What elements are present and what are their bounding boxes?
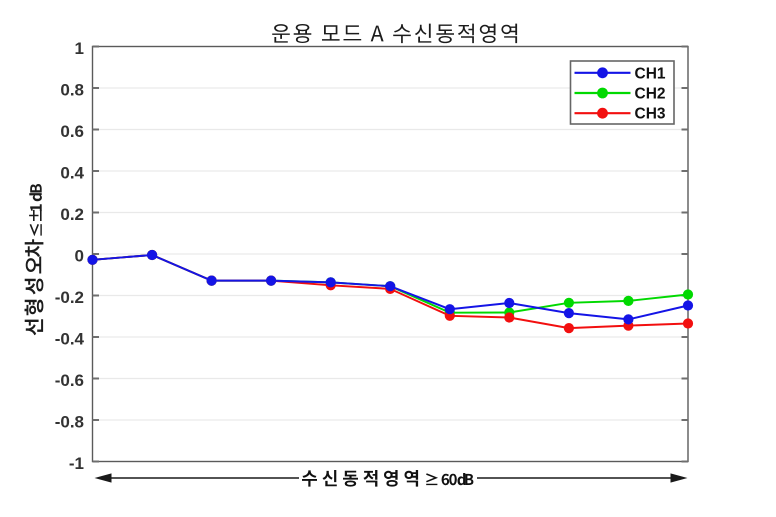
svg-text:0.2: 0.2 [60,205,84,224]
svg-text:CH2: CH2 [635,86,666,103]
svg-text:-0.4: -0.4 [55,330,85,349]
svg-text:-0.6: -0.6 [55,371,84,390]
svg-text:-1: -1 [69,454,84,473]
svg-text:1: 1 [75,39,84,58]
svg-text:CH1: CH1 [635,65,666,82]
svg-text:0.6: 0.6 [60,122,84,141]
svg-text:0.4: 0.4 [60,164,84,183]
svg-text:0.8: 0.8 [60,81,84,100]
svg-text:-0.2: -0.2 [55,288,84,307]
svg-text:0: 0 [75,247,84,266]
svg-text:-0.8: -0.8 [55,413,84,432]
svg-text:CH3: CH3 [635,106,666,123]
